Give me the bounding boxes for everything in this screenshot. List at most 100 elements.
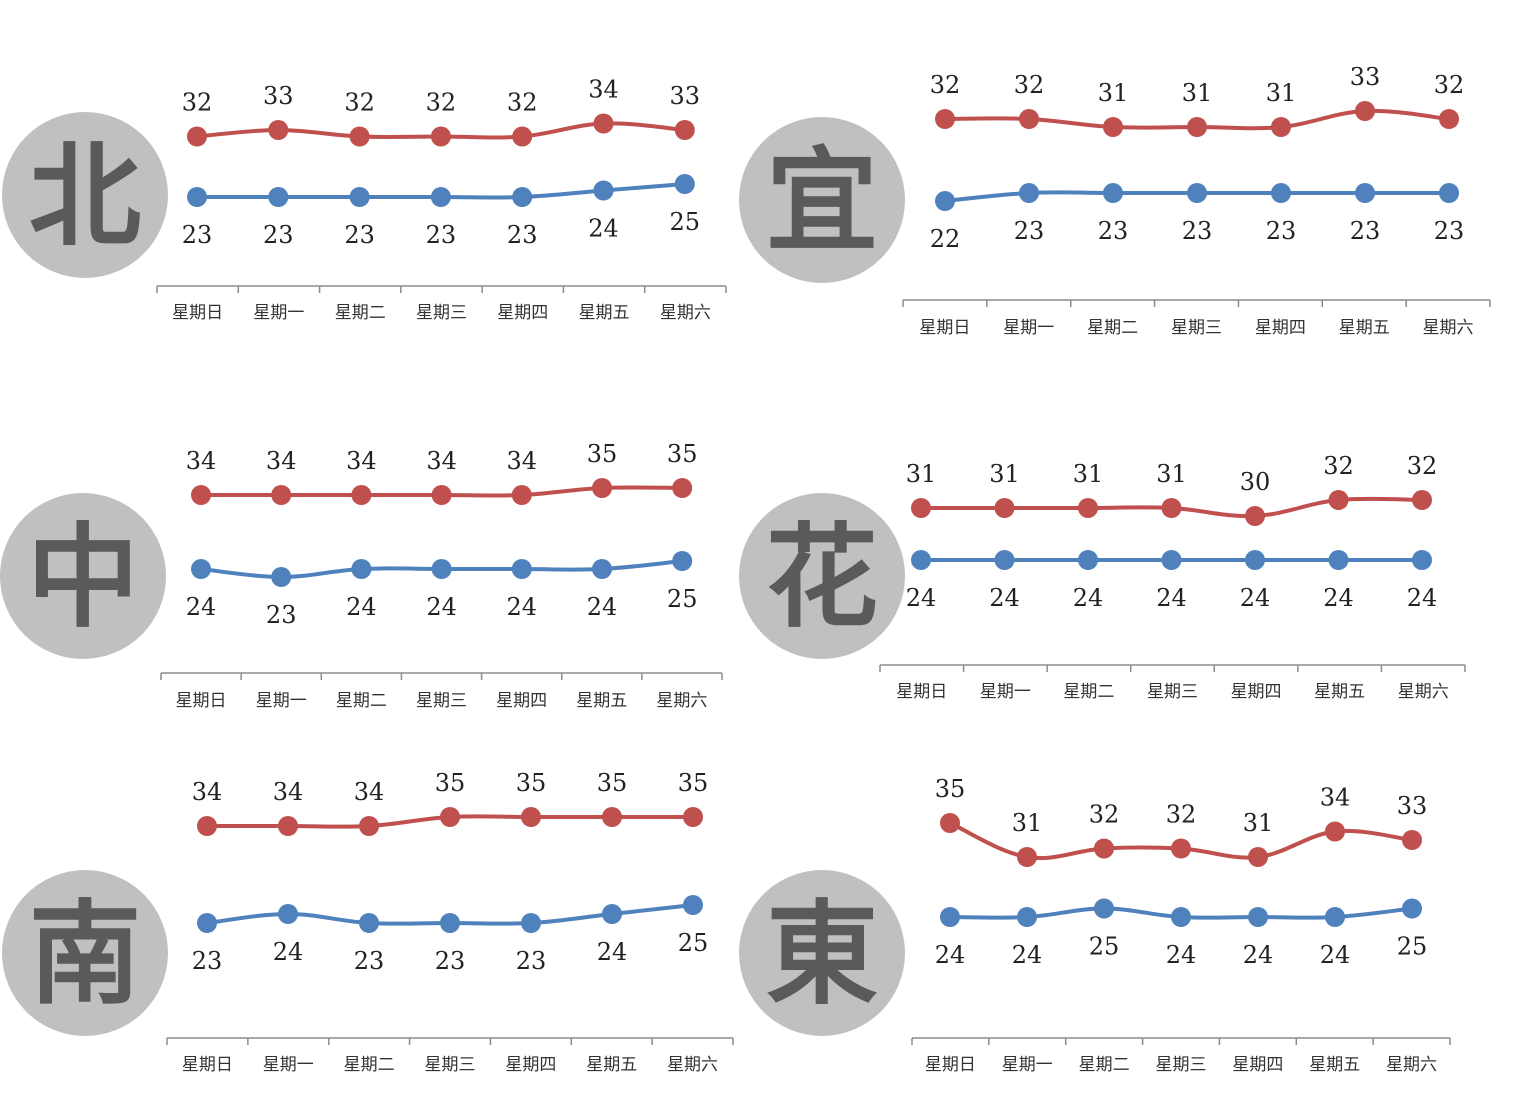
high-temp-point (1248, 847, 1268, 867)
high-temp-point (592, 478, 612, 498)
high-temp-label: 34 (346, 447, 377, 475)
x-tick-label: 星期日 (172, 303, 223, 323)
low-temp-point (1019, 183, 1039, 203)
low-temp-point (683, 895, 703, 915)
high-temp-point (440, 807, 460, 827)
low-temp-label: 24 (935, 941, 966, 969)
low-temp-point (278, 904, 298, 924)
low-temp-label: 23 (192, 947, 223, 975)
high-temp-label: 34 (507, 447, 538, 475)
low-temp-label: 23 (1266, 217, 1297, 245)
high-temp-label: 32 (1434, 71, 1465, 99)
high-temp-point (1171, 838, 1191, 859)
low-temp-point (935, 191, 955, 211)
low-temp-point (1328, 550, 1349, 570)
low-temp-point (1094, 898, 1114, 919)
high-temp-label: 34 (273, 778, 304, 806)
x-tick-label: 星期六 (656, 691, 707, 711)
high-temp-point (1355, 101, 1375, 121)
high-temp-point (511, 485, 532, 505)
high-temp-label: 32 (1166, 801, 1197, 829)
high-temp-point (278, 816, 298, 836)
high-temp-point (1439, 109, 1459, 129)
low-temp-point (994, 550, 1015, 570)
low-temp-point (1412, 550, 1432, 570)
low-temp-label: 24 (1320, 941, 1351, 969)
low-temp-label: 23 (1014, 217, 1045, 245)
x-tick-label: 星期五 (579, 303, 630, 323)
low-temp-point (521, 913, 541, 933)
high-temp-label: 33 (670, 82, 701, 110)
low-temp-point (1078, 550, 1098, 570)
low-temp-label: 24 (587, 593, 618, 621)
low-temp-point (1355, 183, 1375, 203)
x-tick-label: 星期二 (1079, 1055, 1130, 1075)
low-temp-point (512, 187, 533, 207)
high-temp-label: 34 (354, 778, 385, 806)
low-temp-point (431, 559, 452, 579)
low-temp-label: 24 (273, 938, 304, 966)
x-tick-label: 星期六 (1423, 318, 1474, 338)
high-temp-point (994, 498, 1015, 518)
low-temp-point (1245, 550, 1265, 570)
low-temp-point (271, 567, 292, 587)
x-tick-label: 星期二 (344, 1055, 395, 1075)
low-temp-label: 25 (667, 585, 698, 613)
low-temp-point (592, 559, 612, 579)
high-temp-label: 32 (1407, 452, 1438, 480)
low-temp-point (1248, 907, 1268, 927)
low-temp-label: 24 (1240, 584, 1271, 612)
x-tick-label: 星期五 (586, 1055, 637, 1075)
low-temp-label: 23 (1182, 217, 1213, 245)
high-temp-label: 33 (263, 82, 294, 110)
low-temp-label: 24 (186, 593, 217, 621)
low-temp-point (602, 904, 622, 924)
high-temp-point (593, 113, 614, 134)
high-temp-point (1412, 490, 1432, 510)
high-temp-label: 34 (192, 778, 223, 806)
high-temp-point (935, 109, 955, 129)
high-temp-point (351, 485, 372, 505)
high-temp-point (521, 807, 541, 827)
high-temp-point (1245, 506, 1265, 526)
high-temp-label: 35 (667, 440, 698, 468)
high-temp-point (187, 126, 207, 147)
high-temp-label: 31 (1243, 809, 1274, 837)
high-temp-label: 34 (1320, 784, 1351, 812)
x-tick-label: 星期日 (896, 682, 947, 702)
low-temp-label: 25 (1089, 933, 1120, 961)
high-temp-label: 35 (435, 769, 466, 797)
x-tick-label: 星期三 (1171, 318, 1222, 338)
high-temp-label: 35 (597, 769, 628, 797)
high-temp-label: 32 (426, 89, 457, 117)
x-tick-label: 星期四 (496, 691, 547, 711)
region-label: 中 (27, 513, 139, 643)
high-temp-label: 32 (1014, 71, 1045, 99)
low-temp-point (349, 187, 370, 207)
low-temp-label: 24 (1012, 941, 1043, 969)
low-temp-point (674, 174, 695, 194)
high-temp-label: 31 (1012, 809, 1043, 837)
x-tick-label: 星期六 (660, 303, 711, 323)
x-tick-label: 星期五 (1339, 318, 1390, 338)
high-temp-label: 30 (1240, 468, 1271, 496)
low-temp-label: 25 (670, 208, 701, 236)
high-temp-point (1271, 117, 1291, 137)
x-tick-label: 星期三 (416, 691, 467, 711)
high-temp-point (349, 126, 370, 147)
high-temp-label: 31 (1266, 79, 1297, 107)
low-temp-point (1325, 907, 1345, 927)
low-temp-label: 23 (507, 221, 538, 249)
high-temp-label: 35 (587, 440, 618, 468)
x-tick-label: 星期日 (919, 318, 970, 338)
region-badge (2, 870, 168, 1036)
x-tick-label: 星期六 (667, 1055, 718, 1075)
low-temp-point (940, 907, 960, 927)
high-temp-label: 35 (935, 775, 966, 803)
high-temp-point (271, 485, 292, 505)
low-temp-label: 23 (182, 221, 213, 249)
